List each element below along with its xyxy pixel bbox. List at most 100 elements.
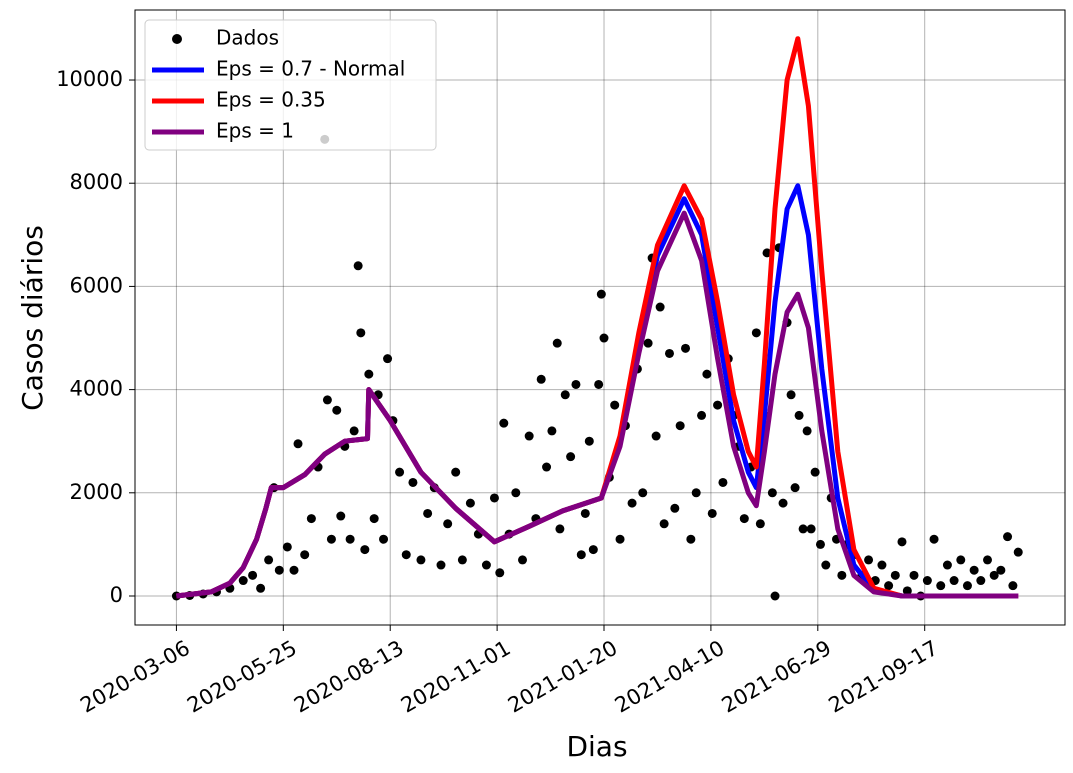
x-tick-label: 2020-03-06 [76,636,194,718]
y-tick-label: 4000 [70,377,123,401]
data-point [664,348,674,358]
data-point [594,379,604,389]
data-point [383,354,393,364]
data-point [401,550,411,560]
data-point [353,261,363,271]
data-point [326,534,336,544]
data-point [691,488,701,498]
data-point [238,576,248,586]
data-point [274,565,284,575]
data-point [518,555,527,565]
legend-label: Eps = 0.7 - Normal [216,57,405,81]
data-point [651,431,661,441]
y-tick-label: 2000 [70,480,123,504]
data-point [336,511,346,521]
data-point [802,426,812,436]
data-point [983,555,992,565]
x-tick-label: 2021-04-10 [611,636,729,718]
data-point [555,524,565,534]
data-point [681,343,691,353]
legend-marker [172,34,182,44]
data-point [989,570,999,580]
data-point [638,488,648,498]
data-point [942,560,952,570]
data-point [465,498,475,508]
data-point [542,462,552,472]
data-point [306,514,316,524]
data-point [762,248,772,258]
data-point [511,488,521,498]
data-point [697,410,707,420]
y-tick-label: 6000 [70,273,123,297]
data-point [962,581,972,591]
data-point [264,555,274,565]
line [176,183,1019,599]
data-point [379,534,389,544]
y-axis-label: Casos diários [16,225,49,411]
data-point [588,545,598,555]
data-point [416,555,426,565]
plot-frame [134,9,1066,626]
data-point [976,576,986,586]
line [176,210,1019,599]
data-point [360,545,370,555]
data-point [770,591,780,601]
plot-area [171,36,1023,601]
y-tick-label: 10000 [56,67,123,91]
data-point [794,410,804,420]
x-tick-label: 2020-11-01 [397,636,515,718]
data-point [864,555,874,565]
data-point [936,581,946,591]
data-point [786,390,796,400]
data-point [713,400,723,410]
data-point [739,514,749,524]
data-point [457,555,467,565]
data-point [1003,532,1013,542]
data-point [767,488,777,498]
data-point [675,421,685,431]
data-point [481,560,491,570]
data-point [322,395,332,405]
data-point [436,560,446,570]
data-point [837,570,847,580]
data-point [969,565,979,575]
data-point [755,519,765,529]
data-point [949,576,959,586]
data-point [778,498,788,508]
data-point [536,374,546,384]
data-point [790,483,800,493]
x-tick-label: 2020-05-25 [183,636,301,718]
data-point [599,333,609,343]
data-point [364,369,374,379]
data-point [289,565,299,575]
data-point [798,524,808,534]
data-point [293,439,303,449]
data-point [627,498,637,508]
legend-label: Eps = 0.35 [216,88,326,112]
data-point [655,302,665,312]
data-point [718,477,728,487]
data-point [751,328,761,338]
data-point [890,570,900,580]
data-point [996,565,1006,575]
data-point [877,560,887,570]
legend-label: Eps = 1 [216,119,294,143]
data-point [369,514,379,524]
data-point [956,555,966,565]
data-point [524,431,534,441]
data-point [909,570,919,580]
data-point [922,576,932,586]
data-point [584,436,594,446]
data-point [1008,581,1018,591]
data-point [256,583,266,593]
data-point [810,467,820,477]
data-point [610,400,620,410]
data-point [884,581,894,591]
x-tick-label: 2021-06-29 [718,636,836,718]
data-point [345,534,355,544]
data-point [670,503,680,513]
y-tick-label: 0 [110,583,123,607]
data-point [815,539,825,549]
data-point [332,405,342,415]
data-point [356,328,366,338]
